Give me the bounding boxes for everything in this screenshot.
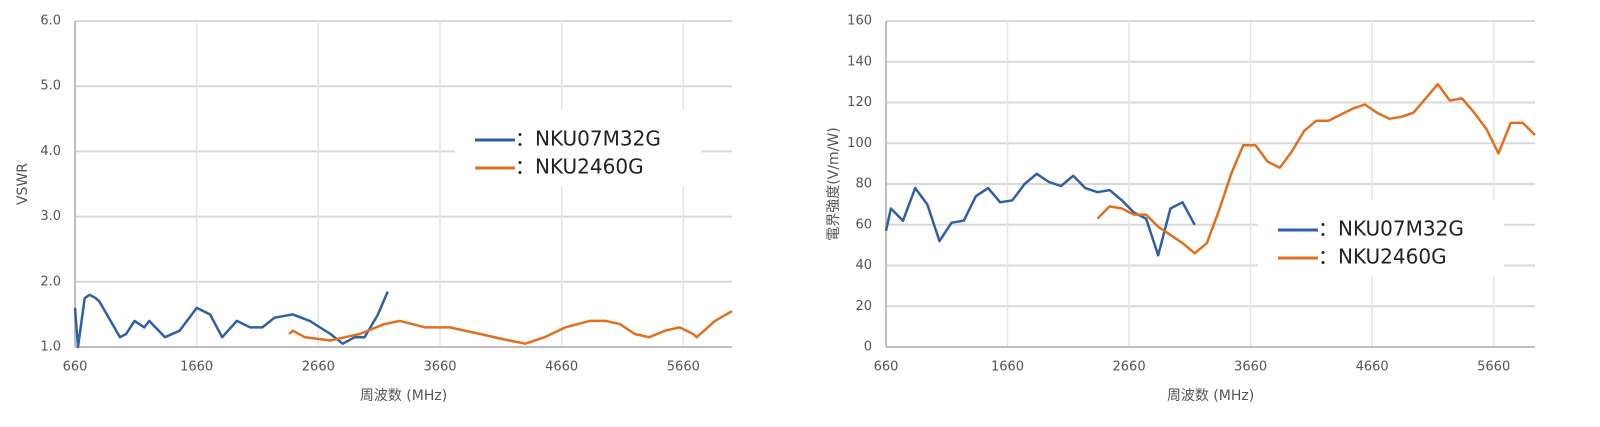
x-tick-label: 2660 xyxy=(302,360,335,375)
x-tick-label: 1660 xyxy=(991,360,1024,375)
y-tick-label: 4.0 xyxy=(40,144,61,159)
legend-label: ：NKU07M32G xyxy=(515,127,661,151)
x-tick-label: 660 xyxy=(63,360,88,375)
y-tick-label: 2.0 xyxy=(40,274,61,289)
y-tick-label: 5.0 xyxy=(40,79,61,94)
legend-box xyxy=(455,110,701,186)
y-tick-label: 60 xyxy=(855,217,872,232)
data-line xyxy=(1096,82,1536,255)
y-tick-label: 140 xyxy=(847,54,872,69)
x-tick-label: 3660 xyxy=(423,360,456,375)
y-tick-label: 100 xyxy=(847,136,872,151)
legend-label: ：NKU2460G xyxy=(1318,245,1447,269)
x-tick-label: 2660 xyxy=(1113,360,1146,375)
y-tick-label: 80 xyxy=(855,177,872,192)
legend-label: ：NKU07M32G xyxy=(1318,217,1464,241)
x-tick-label: 660 xyxy=(874,360,899,375)
y-tick-label: 6.0 xyxy=(40,14,61,29)
y-tick-label: 160 xyxy=(847,14,872,29)
y-tick-label: 40 xyxy=(855,258,872,273)
y-tick-label: 120 xyxy=(847,95,872,110)
y-axis-title: 電界強度(V/m/W) xyxy=(826,127,842,240)
y-tick-label: 0 xyxy=(864,340,872,355)
x-tick-label: 4660 xyxy=(1356,360,1389,375)
legend-label: ：NKU2460G xyxy=(515,155,644,179)
y-tick-label: 3.0 xyxy=(40,209,61,224)
x-axis-title: 周波数 (MHz) xyxy=(360,388,447,404)
data-line xyxy=(884,172,1196,257)
x-tick-label: 5660 xyxy=(667,360,700,375)
y-tick-label: 20 xyxy=(855,299,872,314)
data-line xyxy=(288,310,733,345)
legend-box xyxy=(1258,200,1504,276)
y-tick-label: 1.0 xyxy=(40,340,61,355)
y-axis-title: VSWR xyxy=(15,163,31,205)
x-tick-label: 5660 xyxy=(1477,360,1510,375)
x-tick-label: 3660 xyxy=(1234,360,1267,375)
x-axis-title: 周波数 (MHz) xyxy=(1167,388,1254,404)
x-tick-label: 4660 xyxy=(545,360,578,375)
x-tick-label: 1660 xyxy=(180,360,213,375)
